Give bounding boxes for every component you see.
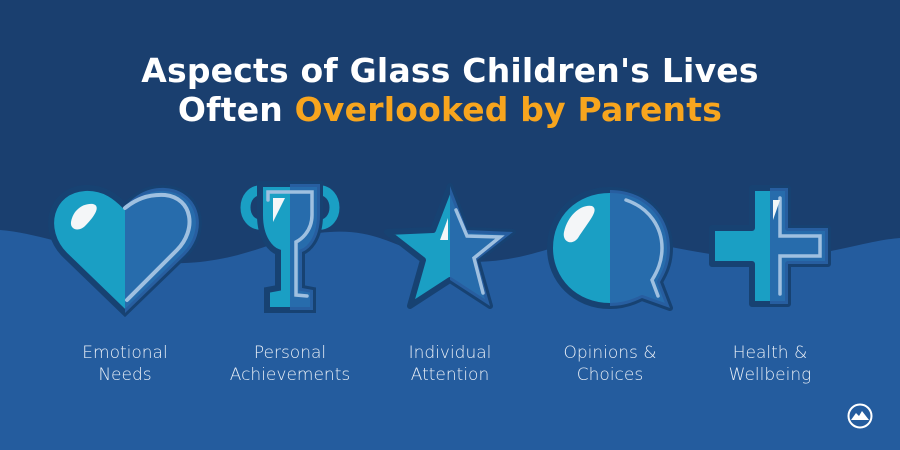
item-label-line2: Choices — [576, 365, 644, 385]
title-line-1: Aspects of Glass Children's Lives — [141, 51, 759, 90]
title-line-2: Often Overlooked by Parents — [0, 91, 900, 129]
item-individual-attention: Individual Attention — [360, 170, 540, 386]
heart-icon — [48, 184, 202, 318]
item-label-line1: Emotional — [82, 343, 168, 363]
item-label-line1: Personal — [253, 343, 327, 363]
item-label-line1: Opinions & — [563, 343, 657, 363]
item-personal-achievements: Personal Achievements — [200, 170, 380, 386]
item-label-line2: Wellbeing — [728, 365, 812, 385]
item-label-line2: Attention — [410, 365, 490, 385]
item-opinions-choices: Opinions & Choices — [520, 170, 700, 386]
trophy-icon — [240, 181, 340, 313]
item-health-wellbeing: Health & Wellbeing — [680, 170, 860, 386]
title-highlight: Overlooked by Parents — [294, 90, 723, 129]
item-emotional-needs: Emotional Needs — [35, 170, 215, 386]
title-plain: Often — [177, 90, 295, 129]
item-label-line1: Health & — [732, 343, 808, 363]
item-label-line2: Achievements — [229, 365, 351, 385]
mountain-logo-icon — [847, 403, 873, 429]
speech-bubble-icon — [547, 187, 673, 311]
plus-cross-icon — [709, 185, 831, 307]
item-label-line2: Needs — [98, 365, 152, 385]
item-label-line1: Individual — [408, 343, 492, 363]
star-icon — [384, 183, 516, 309]
